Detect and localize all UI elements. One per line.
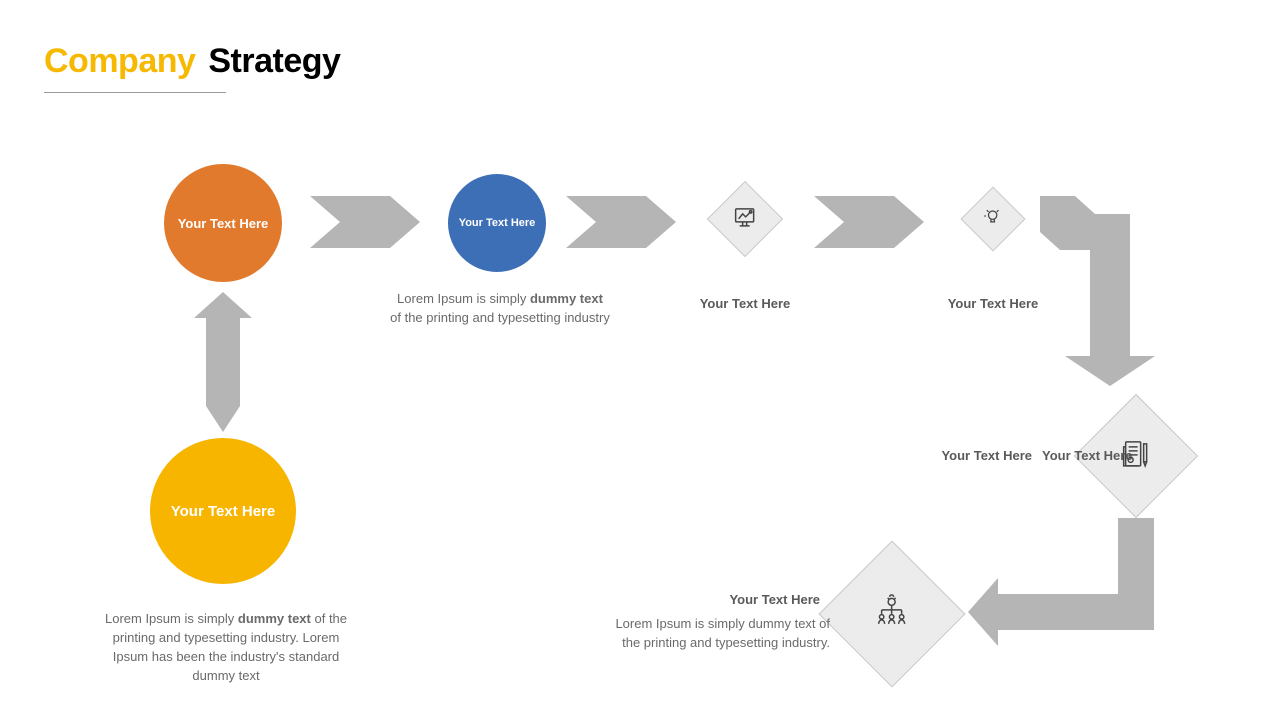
node-blue-circle: Your Text Here — [448, 174, 546, 272]
label-diamond-document-right: Your Text Here — [1042, 448, 1142, 463]
lightbulb-icon — [983, 207, 1003, 227]
title-word-1: Company — [44, 42, 195, 80]
node-start-label: Your Text Here — [171, 503, 275, 520]
node-diamond-idea — [960, 186, 1025, 251]
title-word-2: Strategy — [208, 42, 340, 80]
title-underline — [44, 92, 226, 93]
node-start-circle: Your Text Here — [150, 438, 296, 584]
caption-diamond-org: Lorem Ipsum is simply dummy text of the … — [610, 615, 830, 653]
arrow-chevron-2 — [566, 196, 676, 248]
arrow-chevron-1 — [310, 196, 420, 248]
node-blue-label: Your Text Here — [459, 217, 536, 229]
label-diamond-idea: Your Text Here — [933, 296, 1053, 311]
arrow-l-down-1 — [1040, 196, 1170, 386]
caption-blue: Lorem Ipsum is simply dummy text of the … — [390, 290, 610, 328]
arrow-up — [194, 292, 252, 432]
arrow-l-left — [968, 518, 1198, 658]
node-orange-label: Your Text Here — [178, 216, 269, 231]
label-diamond-org: Your Text Here — [670, 592, 820, 607]
node-diamond-org — [818, 540, 965, 687]
label-diamond-document-left: Your Text Here — [932, 448, 1032, 463]
org-chart-icon — [874, 594, 910, 630]
caption-start: Lorem Ipsum is simply dummy text of the … — [96, 610, 356, 685]
arrow-chevron-3 — [814, 196, 924, 248]
chart-icon — [733, 205, 757, 229]
node-orange-circle: Your Text Here — [164, 164, 282, 282]
node-diamond-chart — [707, 181, 783, 257]
slide-title: Company Strategy — [44, 42, 340, 81]
label-diamond-chart: Your Text Here — [685, 296, 805, 311]
